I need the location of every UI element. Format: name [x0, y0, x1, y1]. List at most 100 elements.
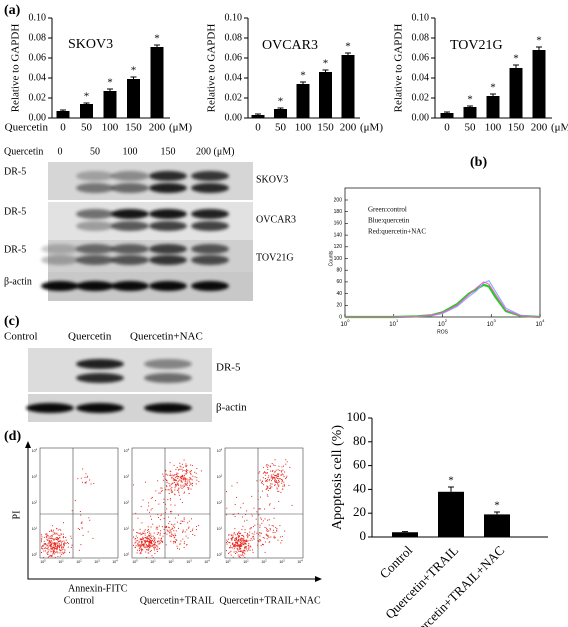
bar — [341, 55, 355, 118]
event-dot — [242, 541, 244, 543]
arrow-head — [315, 576, 322, 582]
event-dot — [183, 469, 185, 471]
event-dot — [154, 543, 156, 545]
event-dot — [260, 517, 262, 519]
tick-base: 10 — [132, 560, 136, 564]
event-dot — [266, 527, 268, 529]
x-tick-label: 101 — [389, 318, 399, 328]
dot-plot-tick-label: 100 — [217, 552, 223, 557]
event-dot — [186, 480, 188, 482]
event-dot — [262, 537, 264, 538]
event-dot — [181, 485, 183, 487]
event-dot — [232, 542, 234, 544]
event-dot — [152, 535, 154, 537]
event-dot — [82, 534, 84, 536]
x-tick-label: 150 — [317, 122, 334, 134]
tick-exponent: 1 — [221, 526, 223, 529]
event-dot — [189, 482, 191, 484]
event-dot — [243, 542, 245, 544]
event-dot — [84, 482, 86, 484]
tick-base: 10 — [40, 560, 44, 564]
event-dot — [139, 547, 141, 549]
event-dot — [164, 474, 166, 476]
event-dot — [159, 519, 161, 521]
event-dot — [198, 481, 200, 483]
tick-base: 10 — [32, 475, 36, 479]
event-dot — [278, 478, 280, 480]
event-dot — [174, 504, 176, 506]
event-dot — [81, 522, 83, 524]
tick-base: 10 — [150, 560, 154, 564]
event-dot — [166, 486, 168, 488]
event-dot — [175, 469, 177, 471]
dot-plot-tick-label: 101 — [124, 526, 130, 531]
event-dot — [277, 474, 279, 476]
event-dot — [173, 540, 175, 542]
event-dot — [259, 526, 261, 528]
error-bar — [60, 109, 66, 111]
event-dot — [229, 551, 231, 553]
event-dot — [251, 533, 253, 535]
event-dot — [266, 464, 268, 465]
event-dot — [253, 538, 255, 540]
event-dot — [142, 536, 144, 538]
y-tick-label: 0.04 — [29, 72, 47, 83]
event-dot — [41, 538, 43, 540]
event-dot — [84, 476, 86, 478]
event-dot — [175, 535, 176, 537]
event-dot — [262, 477, 264, 479]
event-dot — [147, 529, 149, 531]
event-dot — [173, 464, 175, 466]
y-axis-label: Relative to GAPDH — [10, 24, 22, 113]
event-dot — [143, 546, 145, 548]
dot-plot-tick-label: 101 — [32, 526, 38, 531]
bar — [440, 113, 454, 118]
event-dot — [171, 474, 173, 476]
event-dot — [243, 550, 245, 551]
y-tick-label: 100 — [334, 256, 343, 262]
event-dot — [52, 533, 54, 535]
event-dot — [186, 544, 188, 546]
event-dot — [163, 475, 165, 477]
event-dot — [152, 544, 154, 546]
event-dot — [51, 540, 52, 542]
y-tick-label: 160 — [334, 221, 343, 227]
event-dot — [198, 524, 200, 526]
event-dot — [140, 506, 142, 508]
tick-exponent: 4 — [301, 559, 303, 562]
event-dot — [243, 540, 245, 542]
event-dot — [171, 510, 173, 512]
event-dot — [274, 479, 276, 481]
event-dot — [156, 545, 158, 547]
event-dot — [168, 527, 170, 529]
event-dot — [271, 480, 272, 482]
event-dot — [170, 489, 172, 491]
blot-band — [111, 209, 149, 219]
event-dot — [146, 532, 148, 534]
event-dot — [236, 545, 238, 547]
event-dot — [267, 536, 269, 537]
event-dot — [273, 525, 274, 527]
event-dot — [272, 478, 273, 480]
event-dot — [259, 479, 261, 481]
event-dot — [227, 541, 229, 542]
blot-background — [28, 348, 212, 392]
tick-base: 10 — [297, 560, 301, 564]
blot-band — [111, 221, 149, 231]
event-dot — [181, 475, 183, 477]
event-dot — [265, 480, 267, 482]
event-dot — [183, 484, 185, 486]
dot-plot-tick-label: 102 — [124, 500, 130, 505]
tick-exponent: 1 — [247, 559, 249, 562]
x-axis-label: Annexin-FITC — [68, 583, 128, 594]
event-dot — [267, 489, 269, 491]
bar — [392, 532, 418, 537]
event-dot — [51, 535, 53, 536]
event-dot — [275, 477, 277, 479]
event-dot — [54, 545, 56, 547]
tick-base: 10 — [243, 560, 247, 564]
event-dot — [176, 479, 177, 481]
blot-band — [149, 209, 187, 219]
event-dot — [167, 530, 169, 532]
event-dot — [141, 549, 143, 551]
